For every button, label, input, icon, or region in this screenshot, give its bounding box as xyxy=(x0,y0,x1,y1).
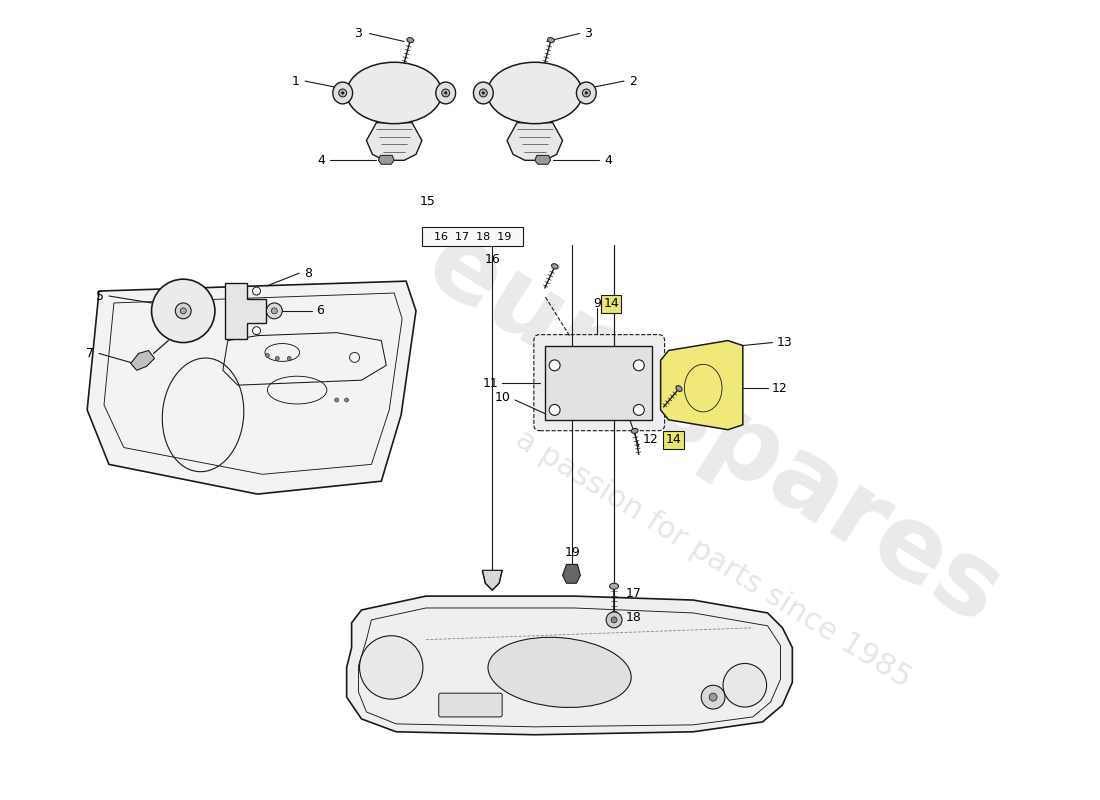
Circle shape xyxy=(360,636,422,699)
Polygon shape xyxy=(562,565,581,583)
Text: 16  17  18  19: 16 17 18 19 xyxy=(433,231,512,242)
Circle shape xyxy=(549,360,560,370)
Text: 4: 4 xyxy=(317,154,324,167)
Text: 2: 2 xyxy=(629,74,637,87)
Ellipse shape xyxy=(609,583,618,589)
Polygon shape xyxy=(224,283,266,338)
Polygon shape xyxy=(366,122,422,160)
Circle shape xyxy=(344,398,349,402)
Text: 11: 11 xyxy=(483,377,498,390)
Text: 7: 7 xyxy=(86,347,95,360)
Circle shape xyxy=(444,91,448,94)
Circle shape xyxy=(339,89,346,97)
Text: 4: 4 xyxy=(604,154,612,167)
Circle shape xyxy=(442,89,450,97)
FancyBboxPatch shape xyxy=(534,334,664,430)
Text: 12: 12 xyxy=(642,433,659,446)
Circle shape xyxy=(253,326,261,334)
Circle shape xyxy=(634,405,645,415)
Circle shape xyxy=(701,686,725,709)
Circle shape xyxy=(480,89,487,97)
Circle shape xyxy=(710,693,717,701)
Text: 6: 6 xyxy=(316,304,323,318)
Circle shape xyxy=(180,308,186,314)
Text: eurospares: eurospares xyxy=(407,213,1019,647)
Circle shape xyxy=(341,91,344,94)
Text: 17: 17 xyxy=(626,586,641,600)
Circle shape xyxy=(152,279,214,342)
FancyBboxPatch shape xyxy=(422,226,522,246)
Ellipse shape xyxy=(551,264,558,269)
Polygon shape xyxy=(87,281,416,494)
Text: 14: 14 xyxy=(603,298,619,310)
Text: 3: 3 xyxy=(353,27,362,40)
Circle shape xyxy=(287,357,292,360)
Text: 15: 15 xyxy=(420,195,436,209)
Text: 9: 9 xyxy=(593,298,602,310)
Bar xyxy=(544,346,651,420)
Polygon shape xyxy=(378,155,394,164)
Text: 5: 5 xyxy=(96,290,104,302)
Circle shape xyxy=(253,287,261,295)
Circle shape xyxy=(266,303,283,318)
Text: 13: 13 xyxy=(777,336,792,349)
Polygon shape xyxy=(507,122,562,160)
Text: 18: 18 xyxy=(626,611,641,624)
Ellipse shape xyxy=(407,38,414,42)
Ellipse shape xyxy=(473,82,493,104)
Text: 1: 1 xyxy=(292,74,299,87)
Circle shape xyxy=(272,308,277,314)
Circle shape xyxy=(265,354,269,358)
Polygon shape xyxy=(346,596,792,734)
Circle shape xyxy=(723,663,767,707)
Ellipse shape xyxy=(436,82,455,104)
Text: 10: 10 xyxy=(494,390,510,403)
Circle shape xyxy=(612,617,617,623)
FancyBboxPatch shape xyxy=(439,693,502,717)
Ellipse shape xyxy=(576,82,596,104)
Text: a passion for parts since 1985: a passion for parts since 1985 xyxy=(510,424,916,693)
Ellipse shape xyxy=(548,38,554,42)
Text: 14: 14 xyxy=(666,433,681,446)
Circle shape xyxy=(482,91,485,94)
Text: 12: 12 xyxy=(771,382,788,394)
Circle shape xyxy=(606,612,621,628)
Polygon shape xyxy=(661,341,743,430)
Text: 19: 19 xyxy=(564,546,581,559)
Text: 16: 16 xyxy=(484,253,500,266)
Polygon shape xyxy=(482,570,502,590)
Circle shape xyxy=(334,398,339,402)
Polygon shape xyxy=(535,155,551,164)
Polygon shape xyxy=(131,350,154,370)
Ellipse shape xyxy=(346,62,442,124)
Circle shape xyxy=(634,360,645,370)
Text: 3: 3 xyxy=(584,27,592,40)
Ellipse shape xyxy=(631,428,638,434)
Ellipse shape xyxy=(675,386,682,391)
Circle shape xyxy=(585,91,587,94)
Circle shape xyxy=(549,405,560,415)
Ellipse shape xyxy=(488,638,631,707)
Circle shape xyxy=(275,357,279,360)
Circle shape xyxy=(582,89,591,97)
Text: 8: 8 xyxy=(304,266,312,280)
Circle shape xyxy=(175,303,191,318)
Ellipse shape xyxy=(333,82,353,104)
Ellipse shape xyxy=(487,62,582,124)
